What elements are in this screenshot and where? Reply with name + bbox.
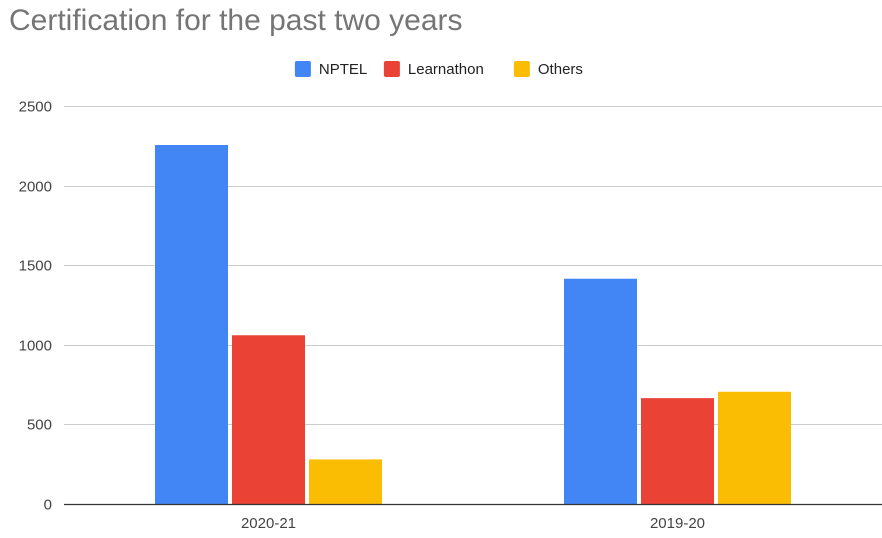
axes: 0 500 1000 1500 2000 2500 2020-21 2019-20 [19,99,882,532]
legend: NPTEL Learnathon Others [294,61,583,78]
bar-others [309,459,382,504]
y-tick-label: 1000 [19,338,52,355]
y-tick-label: 1500 [19,258,52,275]
chart-title: Certification for the past two years [9,4,463,37]
y-tick-label: 2000 [19,179,52,196]
legend-label-others: Others [538,61,583,78]
y-tick-label: 2500 [19,99,52,116]
bar-others [718,391,791,504]
y-tick-label: 500 [27,417,52,434]
bars [155,145,791,504]
legend-label-nptel: NPTEL [319,61,367,78]
legend-swatch-nptel [294,61,311,77]
bar-nptel [564,278,637,504]
legend-label-learnathon: Learnathon [408,61,484,78]
bar-nptel [155,145,228,504]
legend-swatch-learnathon [383,61,400,77]
bar-learnathon [232,335,305,504]
bar-learnathon [641,398,714,504]
x-tick-label: 2019-20 [650,515,705,532]
y-tick-label: 0 [44,497,52,514]
legend-swatch-others [513,61,530,77]
x-tick-label: 2020-21 [241,515,296,532]
